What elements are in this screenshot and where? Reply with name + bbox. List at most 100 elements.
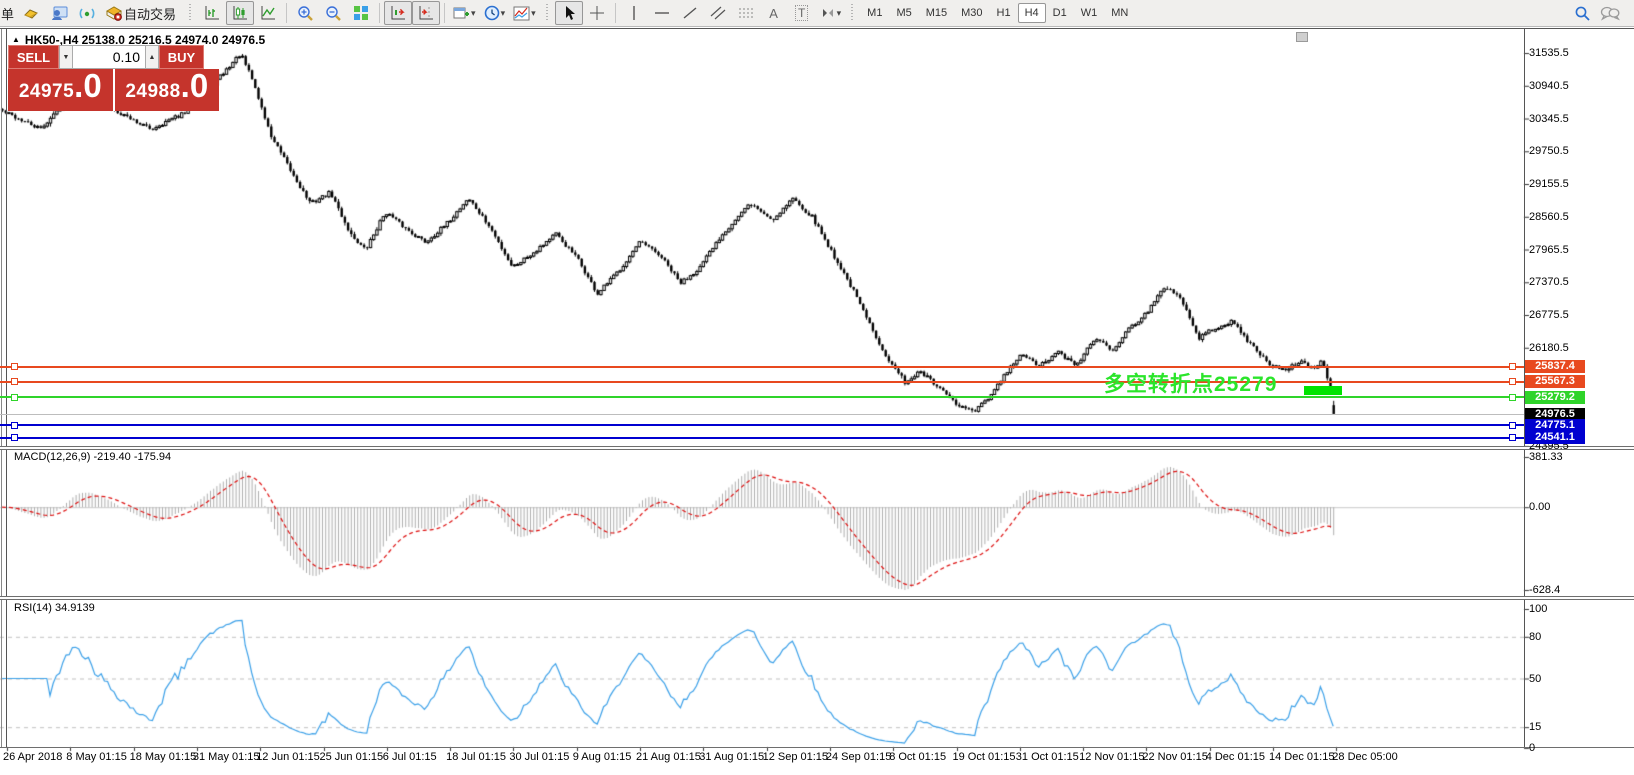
chart-shift-icon[interactable] [412,1,441,25]
date-axis-label[interactable]: 9 Aug 01:15 [572,751,632,763]
panel-separator[interactable] [0,596,1634,600]
line-handle[interactable] [11,434,18,442]
volume-input[interactable] [73,45,145,69]
date-axis-label[interactable]: 18 Jul 01:15 [446,751,507,763]
timeframe-H1[interactable]: H1 [996,7,1011,19]
price-axis-tick[interactable]: 30940.5 [1529,79,1569,92]
toolbar-grip[interactable] [189,4,195,22]
horizontal-level-line[interactable] [0,396,1524,399]
highlight-rectangle[interactable] [1304,386,1342,395]
text-tool-icon[interactable]: A [760,1,788,25]
line-chart-icon[interactable] [254,1,282,25]
date-axis-label[interactable]: 24 Sep 01:15 [825,751,892,763]
buy-button[interactable]: BUY [159,45,204,69]
crosshair-icon[interactable] [583,1,611,25]
date-axis-label[interactable]: 8 Oct 01:15 [889,751,947,763]
sell-price[interactable]: 24975.0 [8,69,113,111]
price-axis-tick[interactable]: 31535.5 [1529,47,1569,60]
date-axis-label[interactable]: 14 Dec 01:15 [1269,751,1335,763]
price-axis-tick[interactable]: 27965.5 [1529,243,1569,256]
rsi-axis-tick[interactable]: 15 [1529,721,1542,734]
rsi-axis-tick[interactable]: 80 [1529,630,1542,643]
buy-price[interactable]: 24988.0 [114,69,219,111]
line-handle[interactable] [1509,434,1516,442]
autotrade-button[interactable]: 自动交易 [101,1,183,25]
collapse-chart-icon[interactable]: ▲ [12,35,20,44]
sell-button[interactable]: SELL [8,45,59,69]
date-axis-label[interactable]: 31 Oct 01:15 [1015,751,1079,763]
line-handle[interactable] [1509,378,1516,385]
scroll-marker[interactable] [1296,32,1308,42]
date-axis-label[interactable]: 22 Nov 01:15 [1142,751,1208,763]
horizontal-level-line[interactable] [0,424,1524,427]
timeframe-M5[interactable]: M5 [896,7,912,19]
date-axis-label[interactable]: 6 Jul 01:15 [382,751,437,763]
price-axis-tick[interactable]: 26775.5 [1529,309,1569,321]
timeframe-M30[interactable]: M30 [961,7,983,19]
timeframe-D1[interactable]: D1 [1052,7,1067,19]
horizontal-level-line[interactable] [0,436,1524,439]
candlestick-chart-icon[interactable] [226,1,255,25]
rsi-axis-tick[interactable]: 100 [1529,603,1548,615]
horizontal-line-tool-icon[interactable] [648,1,676,25]
tile-windows-icon[interactable] [347,1,375,25]
line-handle[interactable] [1509,363,1516,371]
line-handle[interactable] [1509,393,1516,401]
date-axis-label[interactable]: 19 Oct 01:15 [952,751,1016,763]
macd-axis-tick[interactable]: 381.33 [1529,450,1563,463]
timeframe-H4[interactable]: H4 [1017,3,1046,23]
date-axis-label[interactable]: 31 May 01:15 [192,751,260,763]
toolbar-grip[interactable] [545,4,551,22]
date-axis-label[interactable]: 8 May 01:15 [66,751,127,763]
chart-text-annotation[interactable]: 多空转折点25279 [1104,373,1278,396]
chat-icon[interactable] [1596,1,1624,25]
search-icon[interactable] [1568,1,1596,25]
signal-icon[interactable] [73,1,101,25]
date-axis-label[interactable]: 28 Dec 05:00 [1332,751,1398,763]
timeframe-W1[interactable]: W1 [1080,7,1098,19]
date-axis-label[interactable]: 26 Apr 2018 [3,751,63,763]
line-handle[interactable] [11,378,18,385]
panel-separator[interactable] [0,446,1634,450]
rsi-axis-tick[interactable]: 0 [1529,742,1536,754]
date-axis-label[interactable]: 31 Aug 01:15 [699,751,765,763]
timeframe-MN[interactable]: MN [1111,7,1129,19]
timeframe-M1[interactable]: M1 [867,7,883,19]
horizontal-level-line[interactable] [0,380,1524,383]
zoom-in-icon[interactable] [291,1,319,25]
volume-increase-button[interactable]: ▲ [145,45,159,69]
macd-axis-tick[interactable]: -628.4 [1529,583,1561,596]
date-axis-label[interactable]: 12 Jun 01:15 [256,751,320,763]
price-axis-tick[interactable]: 28560.5 [1529,210,1569,223]
volume-decrease-button[interactable]: ▼ [59,45,73,69]
price-axis-tick[interactable]: 29750.5 [1529,145,1569,158]
fibonacci-tool-icon[interactable] [732,1,760,25]
line-handle[interactable] [11,363,18,371]
bar-chart-icon[interactable] [198,1,226,25]
text-label-tool-icon[interactable]: T [788,1,816,25]
date-axis-label[interactable]: 12 Nov 01:15 [1079,751,1145,763]
gold-symbol-icon[interactable] [17,1,45,25]
line-handle[interactable] [11,393,18,401]
new-chart-button[interactable]: ▾ [449,1,480,25]
price-axis-tick[interactable]: 29155.5 [1529,178,1569,191]
date-axis-label[interactable]: 12 Sep 01:15 [762,751,829,763]
date-axis-label[interactable]: 21 Aug 01:15 [636,751,701,763]
auto-scroll-icon[interactable] [384,1,413,25]
period-button[interactable]: ▾ [480,1,510,25]
date-axis-label[interactable]: 25 Jun 01:15 [319,751,384,763]
arrows-tool-icon[interactable]: ▾ [816,1,846,25]
rsi-axis-tick[interactable]: 50 [1529,672,1542,685]
horizontal-level-line[interactable] [0,413,1524,415]
price-axis-tick[interactable]: 26180.5 [1529,341,1569,354]
horizontal-level-line[interactable] [0,365,1524,368]
indicators-button[interactable]: ▾ [509,1,540,25]
equidistant-channel-tool-icon[interactable] [704,1,732,25]
zoom-out-icon[interactable] [319,1,347,25]
macd-axis-tick[interactable]: 0.00 [1529,501,1551,514]
price-axis-tick[interactable]: 30345.5 [1529,112,1569,125]
price-axis-tick[interactable]: 27370.5 [1529,276,1569,289]
terminal-icon[interactable] [45,1,73,25]
chart-canvas[interactable] [0,29,1634,775]
cursor-icon[interactable] [554,1,583,25]
